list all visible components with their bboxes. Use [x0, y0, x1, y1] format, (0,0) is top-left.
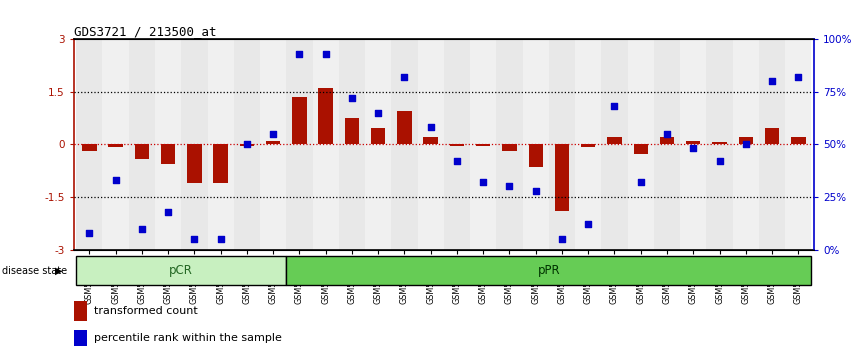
Bar — [339, 39, 365, 250]
Point — [765, 78, 779, 84]
Point — [82, 230, 96, 235]
Bar — [575, 39, 601, 250]
Bar — [292, 97, 307, 144]
Bar — [155, 39, 181, 250]
Bar — [102, 39, 129, 250]
Bar — [423, 137, 438, 144]
Bar — [707, 39, 733, 250]
Point — [240, 142, 254, 147]
Point — [266, 131, 280, 137]
Text: GDS3721 / 213500_at: GDS3721 / 213500_at — [74, 25, 216, 38]
Bar — [266, 142, 281, 144]
Point — [135, 226, 149, 232]
Text: transformed count: transformed count — [94, 306, 198, 316]
Point — [581, 222, 595, 227]
Bar — [397, 111, 411, 144]
Bar — [555, 144, 569, 211]
Text: pCR: pCR — [170, 264, 193, 277]
Bar — [739, 137, 753, 144]
Point — [608, 103, 622, 109]
Point — [293, 51, 307, 57]
Point — [739, 142, 753, 147]
Bar — [528, 144, 543, 167]
Point — [214, 236, 228, 242]
Text: disease state: disease state — [2, 266, 67, 276]
Bar — [240, 144, 254, 146]
Bar — [733, 39, 759, 250]
Point — [397, 74, 411, 80]
Bar — [234, 39, 260, 250]
Text: percentile rank within the sample: percentile rank within the sample — [94, 333, 282, 343]
Text: ▶: ▶ — [55, 266, 62, 276]
Bar — [161, 144, 175, 164]
Bar — [654, 39, 680, 250]
Bar — [74, 330, 87, 346]
Point — [372, 110, 385, 115]
Bar — [287, 39, 313, 250]
Point — [450, 158, 464, 164]
Bar — [660, 137, 675, 144]
Bar — [391, 39, 417, 250]
Point — [660, 131, 674, 137]
Bar — [287, 256, 811, 285]
Bar — [319, 88, 333, 144]
Bar — [581, 144, 596, 147]
Bar — [607, 137, 622, 144]
Bar — [260, 39, 287, 250]
Bar — [634, 144, 648, 154]
Point — [792, 74, 805, 80]
Bar — [213, 144, 228, 183]
Bar — [713, 143, 727, 144]
Bar — [443, 39, 470, 250]
Point — [529, 188, 543, 193]
Point — [187, 236, 201, 242]
Point — [423, 125, 437, 130]
Point — [109, 177, 123, 183]
Bar — [449, 144, 464, 146]
Point — [634, 179, 648, 185]
Bar — [76, 256, 287, 285]
Bar — [765, 129, 779, 144]
Bar — [82, 144, 97, 150]
Point — [345, 95, 359, 101]
Point — [476, 179, 490, 185]
Bar — [791, 137, 805, 144]
Point — [502, 184, 516, 189]
Text: pPR: pPR — [538, 264, 560, 277]
Bar — [108, 144, 123, 147]
Bar — [417, 39, 443, 250]
Point — [319, 51, 333, 57]
Bar — [785, 39, 811, 250]
Bar — [187, 144, 202, 183]
Bar — [313, 39, 339, 250]
Bar — [345, 118, 359, 144]
Bar — [496, 39, 522, 250]
Bar — [476, 144, 490, 146]
Bar — [208, 39, 234, 250]
Bar — [134, 144, 149, 159]
Point — [687, 145, 701, 151]
Bar — [371, 129, 385, 144]
Bar — [759, 39, 785, 250]
Bar — [686, 142, 701, 144]
Bar — [129, 39, 155, 250]
Bar — [502, 144, 517, 150]
Bar — [76, 39, 102, 250]
Bar — [181, 39, 208, 250]
Point — [555, 236, 569, 242]
Bar — [74, 301, 87, 321]
Bar — [365, 39, 391, 250]
Bar — [549, 39, 575, 250]
Bar — [522, 39, 549, 250]
Bar — [628, 39, 654, 250]
Bar — [680, 39, 707, 250]
Point — [161, 209, 175, 215]
Bar — [601, 39, 628, 250]
Bar — [470, 39, 496, 250]
Point — [713, 158, 727, 164]
